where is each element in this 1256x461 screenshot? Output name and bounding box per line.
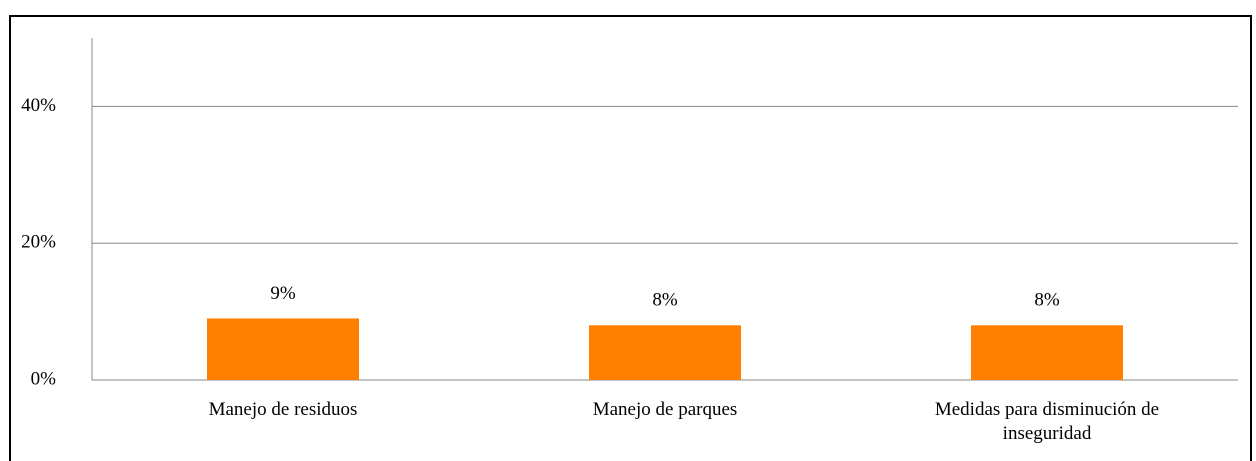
data-label: 8% xyxy=(652,290,678,311)
y-tick-label: 40% xyxy=(21,95,56,116)
bar xyxy=(589,325,741,380)
chart-frame xyxy=(9,15,1252,461)
x-tick-label: Manejo de parques xyxy=(592,399,738,420)
y-tick-label: 0% xyxy=(31,368,57,389)
x-tick-label: Medidas para disminución de inseguridad xyxy=(934,399,1160,444)
data-label: 8% xyxy=(1034,290,1060,311)
bar xyxy=(207,318,359,380)
bar xyxy=(971,325,1123,380)
data-label: 9% xyxy=(270,283,296,304)
x-tick-label: Manejo de residuos xyxy=(208,399,358,420)
y-tick-label: 20% xyxy=(21,232,56,253)
